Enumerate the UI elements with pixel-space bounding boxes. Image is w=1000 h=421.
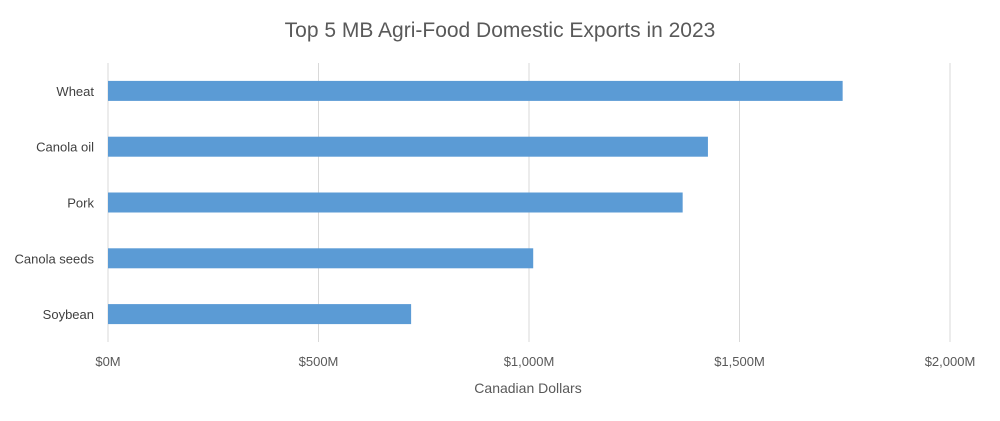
- category-label: Canola seeds: [15, 251, 95, 266]
- bar-pork: [108, 192, 683, 213]
- category-label: Wheat: [56, 84, 94, 99]
- x-tick-label: $0M: [95, 354, 120, 369]
- category-label: Soybean: [43, 307, 94, 322]
- chart-title: Top 5 MB Agri-Food Domestic Exports in 2…: [285, 19, 716, 42]
- bars: [108, 80, 843, 325]
- x-tick-label: $500M: [299, 354, 339, 369]
- bar-soybean: [108, 304, 412, 325]
- category-label: Canola oil: [36, 140, 94, 155]
- category-labels: Wheat Canola oil Pork Canola seeds Soybean: [15, 84, 95, 322]
- bar-wheat: [108, 80, 843, 101]
- category-label: Pork: [67, 196, 94, 211]
- x-axis-title: Canadian Dollars: [474, 380, 581, 396]
- x-axis-tick-labels: $0M $500M $1,000M $1,500M $2,000M: [95, 354, 975, 369]
- x-tick-label: $1,500M: [714, 354, 765, 369]
- x-tick-label: $1,000M: [504, 354, 555, 369]
- bar-canola-oil: [108, 136, 708, 157]
- x-tick-label: $2,000M: [925, 354, 976, 369]
- bar-canola-seeds: [108, 248, 534, 269]
